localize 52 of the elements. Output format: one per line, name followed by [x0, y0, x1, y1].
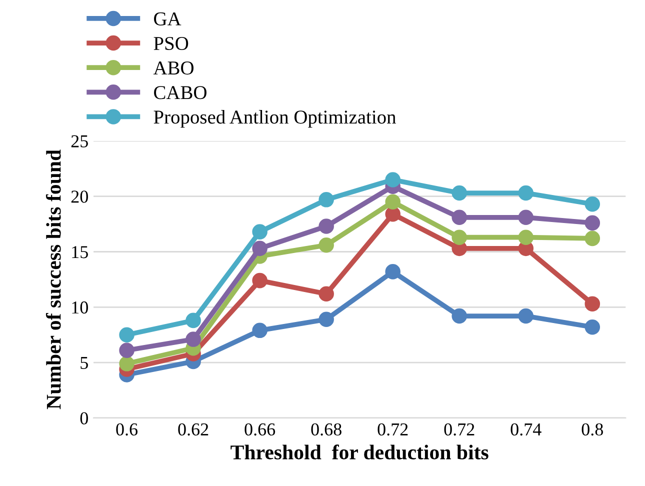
point — [186, 332, 201, 347]
legend-label: Proposed Antlion Optimization — [154, 110, 396, 128]
point — [385, 194, 400, 210]
x-tick-label: 0.6 — [116, 423, 138, 436]
legend-label: PSO — [154, 36, 188, 50]
point — [318, 286, 334, 302]
y-tick-label: 15 — [72, 246, 88, 258]
point — [452, 308, 467, 324]
y-tick-label: 5 — [80, 356, 88, 369]
legend-label: CABO — [154, 86, 206, 100]
y-tick-label: 10 — [72, 301, 88, 314]
y-axis-title: Number of success bits found — [46, 150, 61, 410]
point — [252, 272, 268, 288]
x-tick-label: 0.8 — [582, 423, 603, 436]
point — [385, 264, 400, 280]
point — [584, 215, 600, 231]
legend-label: ABO — [153, 62, 194, 75]
point — [385, 172, 400, 188]
y-tick-label: 20 — [71, 190, 88, 203]
point — [119, 342, 134, 358]
point — [518, 210, 534, 226]
point — [452, 185, 467, 201]
point — [186, 312, 201, 328]
point — [318, 237, 334, 253]
point — [584, 319, 600, 335]
x-tick-label: 0.74 — [510, 423, 542, 436]
point — [318, 192, 334, 208]
x-tick-label: 0.62 — [178, 423, 208, 436]
point — [252, 224, 268, 240]
point — [584, 230, 600, 246]
point — [452, 210, 467, 226]
y-tick-label: 25 — [71, 135, 88, 148]
point — [318, 218, 334, 234]
point — [452, 230, 467, 245]
point — [385, 206, 400, 222]
y-tick-label: 0 — [80, 412, 88, 424]
legend-label: GA — [154, 12, 182, 26]
point — [318, 312, 334, 327]
x-tick-label: 0.72 — [444, 423, 474, 436]
point — [252, 240, 268, 256]
point — [518, 230, 534, 245]
point — [119, 356, 134, 372]
x-axis-title: Threshold for deduction bits — [230, 444, 488, 460]
point — [252, 322, 268, 338]
point — [518, 185, 534, 201]
point — [584, 196, 600, 212]
point — [518, 308, 534, 324]
x-tick-label: 0.68 — [311, 423, 342, 436]
point — [584, 296, 600, 312]
x-tick-label: 0.66 — [244, 423, 276, 436]
x-tick-label: 0.72 — [378, 423, 408, 436]
point — [119, 327, 134, 342]
